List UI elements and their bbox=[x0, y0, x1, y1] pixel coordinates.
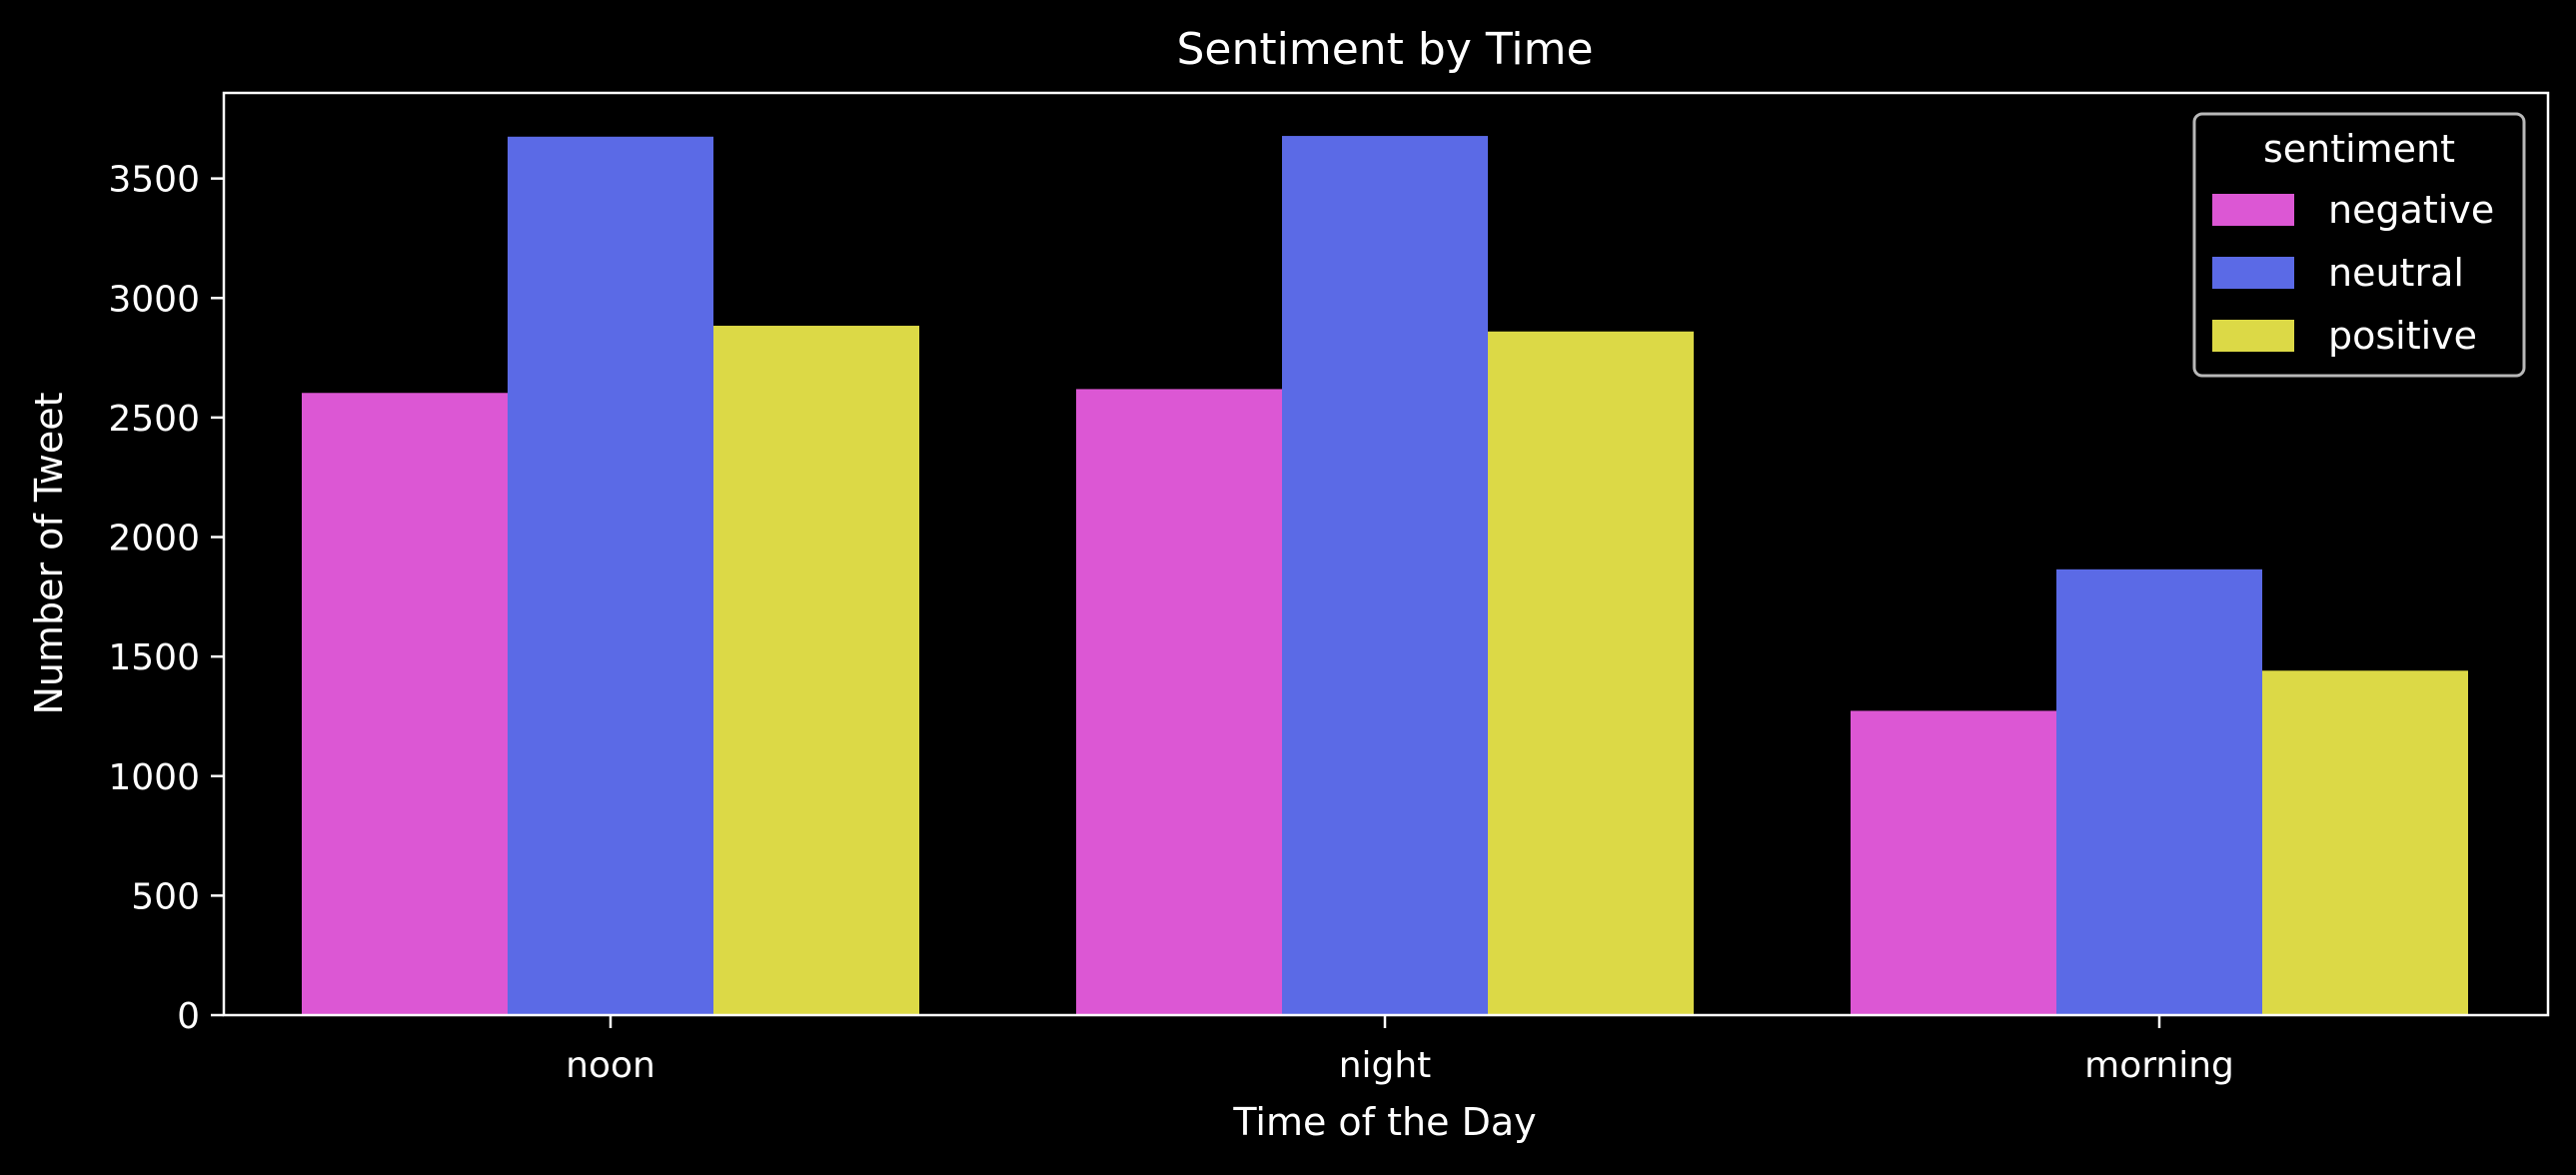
bar-positive-noon bbox=[713, 326, 919, 1015]
legend-box bbox=[2192, 112, 2526, 378]
y-axis-label: Number of Tweet bbox=[27, 392, 71, 714]
x-axis-label: Time of the Day bbox=[1232, 1100, 1536, 1144]
legend-swatch-positive bbox=[2212, 320, 2294, 352]
y-tick-label: 2500 bbox=[108, 399, 200, 440]
bar-neutral-night bbox=[1282, 136, 1488, 1015]
legend-swatch-neutral bbox=[2212, 257, 2294, 289]
legend-title: sentiment bbox=[2263, 127, 2455, 171]
bar-negative-night bbox=[1076, 389, 1282, 1015]
legend-label-positive: positive bbox=[2328, 314, 2477, 358]
x-tick-label: morning bbox=[2084, 1045, 2234, 1086]
legend-label-neutral: neutral bbox=[2328, 251, 2464, 295]
bars-group bbox=[302, 136, 2468, 1015]
y-tick-label: 500 bbox=[131, 876, 200, 917]
bar-positive-morning bbox=[2262, 670, 2468, 1015]
chart-title: Sentiment by Time bbox=[1176, 24, 1593, 75]
bar-neutral-noon bbox=[508, 136, 713, 1015]
y-tick-label: 1500 bbox=[108, 637, 200, 678]
y-tick-label: 0 bbox=[177, 996, 200, 1037]
bar-negative-morning bbox=[1851, 710, 2056, 1015]
bar-positive-night bbox=[1488, 331, 1694, 1015]
legend-label-negative: negative bbox=[2328, 188, 2494, 232]
bar-negative-noon bbox=[302, 393, 508, 1015]
legend: sentiment negative neutral positive bbox=[2192, 112, 2526, 378]
x-tick-label: noon bbox=[566, 1045, 655, 1086]
x-tick-label: night bbox=[1339, 1045, 1432, 1086]
y-tick-label: 3000 bbox=[108, 279, 200, 320]
y-axis: 0 500 1000 1500 2000 2500 3000 3500 bbox=[108, 160, 224, 1037]
y-tick-label: 2000 bbox=[108, 519, 200, 560]
y-tick-label: 3500 bbox=[108, 160, 200, 201]
y-tick-label: 1000 bbox=[108, 757, 200, 798]
x-axis: noon night morning bbox=[566, 1015, 2234, 1086]
legend-swatch-negative bbox=[2212, 194, 2294, 226]
bar-neutral-morning bbox=[2056, 569, 2262, 1015]
